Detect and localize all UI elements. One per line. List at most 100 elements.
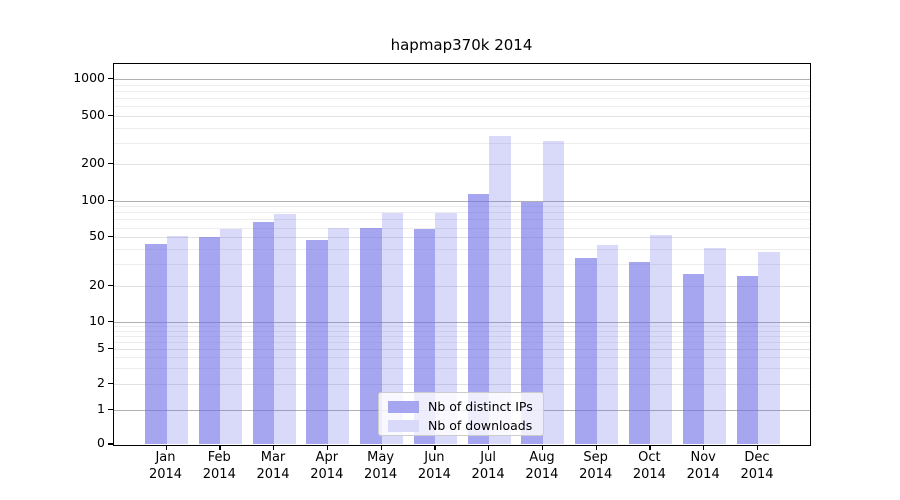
y-tick-mark — [108, 347, 113, 349]
y-tick-label: 1000 — [73, 70, 105, 86]
x-tick-year: 2014 — [686, 466, 720, 482]
x-tick-mark — [326, 445, 329, 450]
minor-gridline — [114, 341, 810, 343]
bar-downloads — [274, 213, 296, 444]
bar-distinct-ips — [736, 275, 758, 444]
y-tick-label: 2 — [97, 374, 105, 390]
x-tick-mark — [649, 445, 651, 450]
minor-gridline — [114, 212, 810, 214]
y-tick-label: 200 — [81, 155, 105, 171]
y-tick-mark — [108, 382, 113, 384]
legend-item-downloads: Nb of downloads — [388, 417, 543, 434]
x-tick-label: Sep 2014 — [564, 450, 628, 483]
minor-gridline — [114, 91, 810, 92]
major-gridline — [114, 164, 810, 166]
minor-gridline — [114, 330, 810, 332]
bar-distinct-ips — [145, 243, 167, 444]
y-tick-mark — [108, 321, 113, 323]
bar-downloads — [596, 245, 619, 444]
y-tick-label: 500 — [81, 106, 105, 122]
bar-distinct-ips — [413, 229, 436, 444]
minor-gridline — [114, 142, 810, 144]
x-tick-mark — [165, 445, 167, 450]
x-tick-mark — [488, 445, 490, 450]
minor-gridline — [114, 368, 810, 369]
x-tick-label: Jun 2014 — [402, 450, 466, 483]
x-tick-month: May — [367, 450, 395, 465]
x-tick-month: Feb — [207, 450, 231, 465]
x-tick-year: 2014 — [740, 466, 774, 482]
major-gridline — [114, 285, 810, 287]
x-tick-year: 2014 — [525, 466, 559, 482]
legend-item-distinct-ips: Nb of distinct IPs — [388, 398, 543, 415]
x-tick-month: Dec — [744, 450, 770, 465]
chart-title: hapmap370k 2014 — [390, 36, 533, 54]
major-gridline — [114, 322, 810, 323]
x-tick-month: Jun — [424, 450, 445, 465]
x-tick-mark — [541, 445, 544, 450]
y-tick-mark — [108, 163, 113, 165]
x-tick-label: Feb 2014 — [187, 450, 251, 483]
x-tick-year: 2014 — [364, 466, 398, 482]
bar-distinct-ips — [467, 193, 490, 444]
minor-gridline — [114, 335, 810, 337]
bar-distinct-ips — [575, 257, 597, 444]
x-tick-month: Nov — [690, 450, 716, 465]
bar-downloads — [381, 213, 404, 444]
major-gridline — [114, 79, 810, 81]
x-tick-label: Mar 2014 — [241, 450, 305, 483]
y-tick-label: 50 — [89, 228, 105, 244]
x-tick-year: 2014 — [417, 466, 451, 482]
major-gridline — [114, 115, 810, 117]
y-tick-mark — [108, 443, 113, 445]
minor-gridline — [114, 127, 810, 129]
bar-distinct-ips — [521, 201, 543, 444]
bar-distinct-ips — [682, 273, 705, 444]
minor-gridline — [114, 106, 810, 108]
bar-downloads — [650, 235, 672, 444]
x-tick-mark — [434, 445, 436, 450]
x-tick-mark — [273, 445, 275, 450]
x-tick-mark — [757, 445, 759, 450]
x-tick-year: 2014 — [202, 466, 236, 482]
y-tick-label: 100 — [81, 191, 105, 207]
x-tick-year: 2014 — [148, 466, 183, 482]
bar-downloads — [220, 229, 242, 444]
minor-gridline — [114, 219, 810, 221]
legend: Nb of distinct IPs Nb of downloads — [378, 392, 544, 436]
x-tick-year: 2014 — [256, 466, 290, 482]
bar-downloads — [542, 140, 565, 444]
x-tick-month: Apr — [315, 450, 339, 465]
minor-gridline — [114, 227, 810, 229]
y-tick-label: 1 — [97, 401, 105, 416]
bar-downloads — [489, 135, 511, 444]
x-tick-label: Dec 2014 — [725, 450, 789, 483]
x-tick-label: Apr 2014 — [295, 450, 359, 483]
bar-distinct-ips — [198, 237, 221, 444]
x-tick-label: Jan 2014 — [134, 450, 198, 483]
x-tick-label: Oct 2014 — [617, 450, 681, 483]
x-tick-mark — [595, 445, 597, 450]
y-tick-mark — [108, 409, 113, 411]
bar-distinct-ips — [306, 240, 328, 444]
legend-label-downloads: Nb of downloads — [428, 418, 533, 433]
minor-gridline — [114, 84, 810, 86]
minor-gridline — [114, 248, 810, 250]
x-tick-mark — [380, 445, 382, 450]
major-gridline — [114, 348, 810, 350]
x-tick-month: Jan — [155, 450, 176, 465]
legend-swatch-distinct-ips — [388, 400, 419, 413]
bar-downloads — [166, 236, 188, 444]
x-tick-month: Sep — [583, 450, 608, 465]
bar-downloads — [758, 251, 780, 444]
x-tick-year: 2014 — [310, 466, 344, 482]
y-tick-mark — [108, 199, 113, 201]
bar-distinct-ips — [252, 221, 274, 444]
x-tick-label: May 2014 — [349, 450, 413, 483]
major-gridline — [114, 383, 810, 385]
x-tick-label: Nov 2014 — [671, 450, 735, 483]
x-tick-mark — [219, 445, 221, 450]
bar-distinct-ips — [628, 262, 651, 444]
x-tick-month: Aug — [529, 450, 555, 465]
